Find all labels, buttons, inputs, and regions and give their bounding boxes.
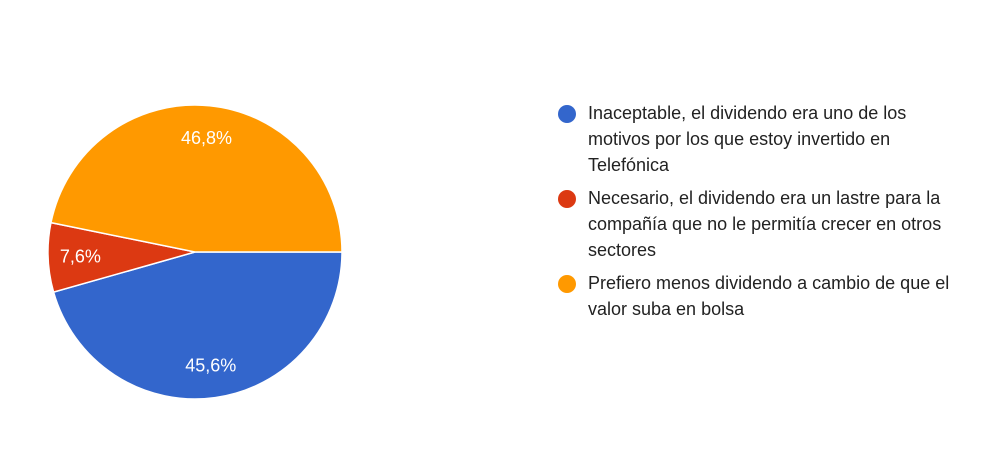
chart-legend: Inaceptable, el dividendo era uno de los… bbox=[558, 100, 958, 329]
legend-swatch bbox=[558, 275, 576, 293]
legend-swatch bbox=[558, 190, 576, 208]
pie-slice[interactable] bbox=[50, 104, 343, 253]
slice-value-label: 46,8% bbox=[181, 128, 232, 148]
legend-item[interactable]: Inaceptable, el dividendo era uno de los… bbox=[558, 100, 958, 178]
slice-value-label: 45,6% bbox=[185, 356, 236, 376]
legend-label: Inaceptable, el dividendo era uno de los… bbox=[588, 103, 907, 175]
slice-value-label: 7,6% bbox=[60, 246, 101, 266]
legend-item[interactable]: Necesario, el dividendo era un lastre pa… bbox=[558, 185, 958, 263]
legend-label: Necesario, el dividendo era un lastre pa… bbox=[588, 188, 942, 260]
legend-label: Prefiero menos dividendo a cambio de que… bbox=[588, 273, 950, 319]
pie-slice[interactable] bbox=[52, 251, 343, 400]
legend-item[interactable]: Prefiero menos dividendo a cambio de que… bbox=[558, 270, 958, 322]
legend-swatch bbox=[558, 105, 576, 123]
